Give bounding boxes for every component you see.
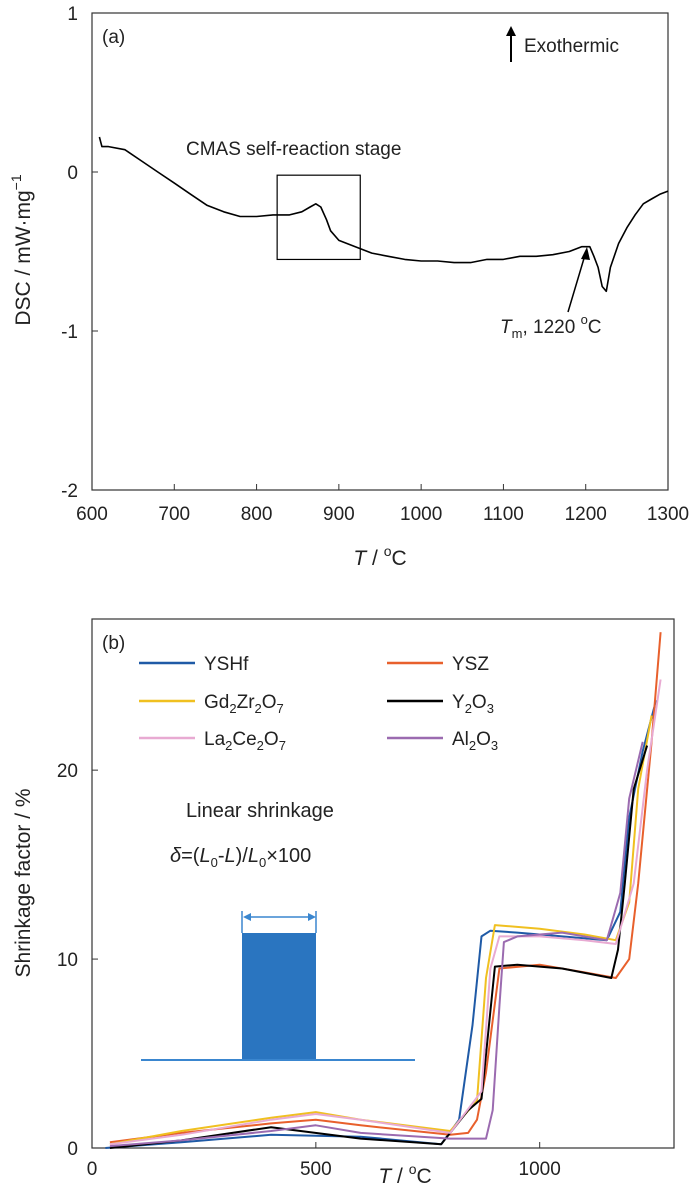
legend-label-yshf: YSHf: [204, 654, 249, 675]
legend-label-y2o3: Y2O3: [452, 692, 494, 716]
panel-b-x-tick-label: 500: [300, 1159, 332, 1180]
panel-a-x-tick-label: 700: [158, 504, 190, 525]
series-line-gd2zr2o7: [109, 715, 653, 1146]
panel-a-x-tick-label: 1300: [647, 504, 689, 525]
panel-b-y-tick-label: 20: [57, 761, 78, 782]
panel-b-shrinkage-chart: 0 500 1000 0 10 20 Linear shrinkage δ=(L0-L)…: [12, 618, 675, 1188]
panel-b-x-tick-label: 1000: [519, 1159, 561, 1180]
panel-a-y-tick-label: 0: [67, 163, 78, 184]
series-line-yshf: [105, 699, 658, 1149]
panel-a-y-tick-label: -2: [61, 481, 78, 502]
panel-b-x-ticks: 0 500 1000: [87, 1142, 561, 1180]
linear-shrinkage-inset: Linear shrinkage δ=(L0-L)/L0×100: [141, 800, 415, 1061]
legend-label-gd2zr2o7: Gd2Zr2O7: [204, 692, 284, 716]
panel-b-y-tick-label: 10: [57, 950, 78, 971]
panel-a-series: [98, 136, 669, 293]
tm-arrow-line: [567, 254, 586, 313]
inset-sample-block: [242, 933, 316, 1060]
inset-title: Linear shrinkage: [186, 800, 334, 822]
legend-label-la2ce2o7: La2Ce2O7: [204, 729, 286, 753]
panel-a-x-tick-label: 600: [76, 504, 108, 525]
exothermic-arrow-head: [506, 26, 516, 36]
inset-dimension-arrow-right: [308, 913, 316, 921]
panel-a-x-tick-label: 1100: [483, 504, 524, 525]
panel-b-tag: (b): [102, 633, 125, 654]
series-line-ysz: [109, 632, 662, 1144]
panel-a-x-title: T / oC: [353, 543, 406, 570]
panel-a-x-tick-label: 900: [323, 504, 355, 525]
panel-b-x-tick-label: 0: [87, 1159, 98, 1180]
series-line-y2o3: [109, 745, 649, 1149]
panel-a-tag: (a): [102, 27, 125, 48]
exothermic-label: Exothermic: [524, 36, 619, 57]
inset-dimension-arrow-left: [243, 913, 251, 921]
panel-a-y-ticks: 1 0 -1 -2: [61, 4, 98, 502]
panel-a-x-tick-label: 1200: [565, 504, 607, 525]
inset-formula: δ=(L0-L)/L0×100: [170, 845, 311, 870]
panel-a-plot-frame: [91, 12, 669, 491]
stage-highlight-box: [276, 174, 361, 261]
dsc-curve: [98, 136, 669, 293]
panel-a-annotations: [276, 174, 361, 261]
stage-label: CMAS self-reaction stage: [186, 139, 401, 160]
tm-label: Tm, 1220 oC: [500, 312, 602, 341]
legend-label-al2o3: Al2O3: [452, 729, 498, 753]
panel-a-x-tick-label: 800: [241, 504, 273, 525]
panel-b-legend: YSHf YSZ Gd2Zr2O7 Y2O3 La2Ce2O7 Al2O3: [139, 654, 498, 753]
panel-a-x-ticks: 600 700 800 900 1000 1100 1200 1300: [76, 484, 689, 525]
tm-arrow-head: [581, 247, 590, 260]
legend-label-ysz: YSZ: [452, 654, 489, 675]
panel-a-y-tick-label: -1: [61, 322, 78, 343]
panel-a-x-tick-label: 1000: [400, 504, 442, 525]
panel-a-y-tick-label: 1: [67, 4, 78, 25]
panel-b-plot-frame: [91, 618, 675, 1149]
panel-b-y-title: Shrinkage factor / %: [12, 788, 35, 977]
panel-a-dsc-chart: 600 700 800 900 1000 1100 1200 1300 10-1-2 (a) …: [8, 4, 689, 570]
panel-b-series: [105, 632, 662, 1149]
series-line-al2o3: [109, 741, 644, 1148]
panel-b-y-tick-label: 0: [67, 1139, 78, 1160]
panel-b-y-ticks: 0 10 20: [57, 761, 98, 1160]
series-line-la2ce2o7: [109, 679, 662, 1146]
panel-a-y-title: DSC / mW·mg−1: [8, 174, 35, 326]
panel-b-x-title: T / oC: [378, 1161, 431, 1188]
